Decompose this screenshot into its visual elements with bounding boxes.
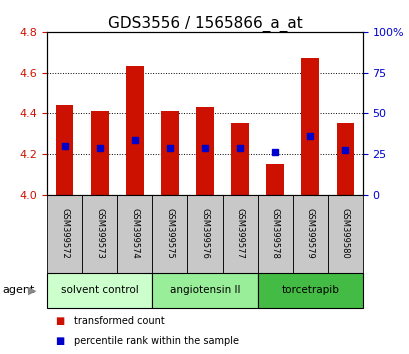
Text: angiotensin II: angiotensin II — [169, 285, 240, 295]
Text: agent: agent — [2, 285, 34, 295]
Bar — [257, 273, 362, 308]
Bar — [47, 273, 152, 308]
Bar — [161, 111, 178, 195]
Text: GSM399579: GSM399579 — [305, 208, 314, 259]
Text: torcetrapib: torcetrapib — [281, 285, 338, 295]
Bar — [82, 195, 117, 273]
Text: ■: ■ — [55, 336, 65, 346]
Text: GSM399574: GSM399574 — [130, 208, 139, 259]
Bar — [231, 124, 248, 195]
Bar — [266, 164, 283, 195]
Bar — [292, 195, 327, 273]
Bar — [327, 195, 362, 273]
Text: GSM399578: GSM399578 — [270, 208, 279, 259]
Bar — [222, 195, 257, 273]
Bar — [196, 107, 213, 195]
Bar — [126, 67, 143, 195]
Text: percentile rank within the sample: percentile rank within the sample — [74, 336, 238, 346]
Text: ■: ■ — [55, 316, 65, 326]
Text: GSM399573: GSM399573 — [95, 208, 104, 259]
Bar — [187, 195, 222, 273]
Bar — [117, 195, 152, 273]
Title: GDS3556 / 1565866_a_at: GDS3556 / 1565866_a_at — [108, 16, 302, 32]
Text: GSM399576: GSM399576 — [200, 208, 209, 259]
Text: GSM399575: GSM399575 — [165, 208, 174, 259]
Text: solvent control: solvent control — [61, 285, 138, 295]
Bar — [56, 105, 73, 195]
Text: ▶: ▶ — [28, 285, 36, 295]
Text: transformed count: transformed count — [74, 316, 164, 326]
Bar — [91, 111, 108, 195]
Bar — [47, 195, 82, 273]
Text: GSM399580: GSM399580 — [340, 208, 349, 259]
Bar — [152, 273, 257, 308]
Bar — [301, 58, 318, 195]
Text: GSM399572: GSM399572 — [60, 208, 69, 259]
Bar — [152, 195, 187, 273]
Bar — [257, 195, 292, 273]
Text: GSM399577: GSM399577 — [235, 208, 244, 259]
Bar — [336, 124, 353, 195]
